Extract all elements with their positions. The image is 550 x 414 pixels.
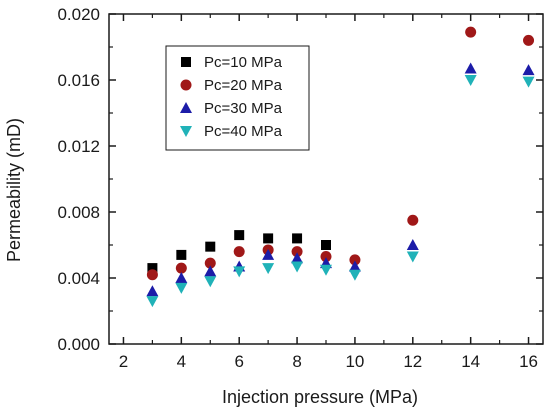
legend-label: Pc=30 MPa xyxy=(204,100,283,117)
legend-label: Pc=40 MPa xyxy=(204,123,283,140)
data-point xyxy=(175,262,187,274)
y-tick-label: 0.016 xyxy=(57,71,100,90)
data-point xyxy=(263,233,274,244)
data-point xyxy=(407,214,419,226)
data-point xyxy=(522,64,535,76)
data-point xyxy=(320,264,332,276)
y-tick-label: 0.012 xyxy=(57,137,100,156)
x-axis: 2 4 6 8 10 12 14 16 xyxy=(119,14,538,371)
y-tick-label: 0.020 xyxy=(57,5,100,24)
data-point xyxy=(234,230,245,241)
data-point xyxy=(233,266,246,278)
legend-label: Pc=10 MPa xyxy=(204,54,283,71)
series-layer xyxy=(146,26,535,308)
legend: Pc=10 MPa Pc=20 MPa Pc=30 MPa Pc=40 MPa xyxy=(165,45,310,151)
data-point xyxy=(233,246,245,258)
legend-label: Pc=20 MPa xyxy=(204,77,283,94)
data-point xyxy=(464,62,477,74)
data-point xyxy=(523,34,535,46)
data-point xyxy=(146,285,159,297)
y-tick-label: 0.008 xyxy=(57,203,100,222)
data-point xyxy=(349,254,361,266)
data-point xyxy=(175,272,188,283)
x-tick-label: 14 xyxy=(461,352,480,371)
data-point xyxy=(291,261,304,273)
x-tick-label: 6 xyxy=(234,352,243,371)
data-point xyxy=(204,257,216,269)
data-point xyxy=(522,76,535,88)
data-point xyxy=(262,248,275,260)
data-point xyxy=(348,269,361,281)
data-point xyxy=(320,251,332,263)
x-tick-label: 16 xyxy=(519,352,538,371)
data-point xyxy=(292,233,303,244)
legend-marker xyxy=(181,57,191,67)
data-point xyxy=(348,260,361,272)
y-tick-label: 0.000 xyxy=(57,335,100,354)
y-axis: 0.000 0.004 0.008 0.012 0.016 0.020 xyxy=(57,5,543,354)
data-point xyxy=(205,241,216,252)
data-point xyxy=(291,252,304,264)
data-point xyxy=(175,282,188,294)
legend-marker xyxy=(180,79,192,91)
data-point xyxy=(321,240,331,250)
data-point xyxy=(465,26,477,38)
x-tick-label: 2 xyxy=(119,352,128,371)
data-point xyxy=(291,246,303,258)
data-point xyxy=(204,276,217,288)
data-point xyxy=(406,251,419,263)
legend-marker xyxy=(180,126,192,137)
x-tick-label: 4 xyxy=(177,352,186,371)
series-1 xyxy=(147,230,331,274)
data-point xyxy=(146,296,159,308)
data-point xyxy=(147,263,158,274)
series-4 xyxy=(146,75,535,308)
data-point xyxy=(176,249,187,260)
series-2 xyxy=(146,26,535,281)
data-point xyxy=(204,265,217,277)
data-point xyxy=(464,75,477,86)
data-point xyxy=(262,263,275,275)
legend-marker xyxy=(180,102,192,113)
x-tick-label: 10 xyxy=(345,352,364,371)
x-tick-label: 12 xyxy=(403,352,422,371)
x-tick-label: 8 xyxy=(292,352,301,371)
data-point xyxy=(406,239,419,250)
y-tick-label: 0.004 xyxy=(57,269,100,288)
x-axis-title: Injection pressure (MPa) xyxy=(222,387,418,407)
data-point xyxy=(146,269,158,281)
y-axis-title: Permeability (mD) xyxy=(4,118,24,262)
